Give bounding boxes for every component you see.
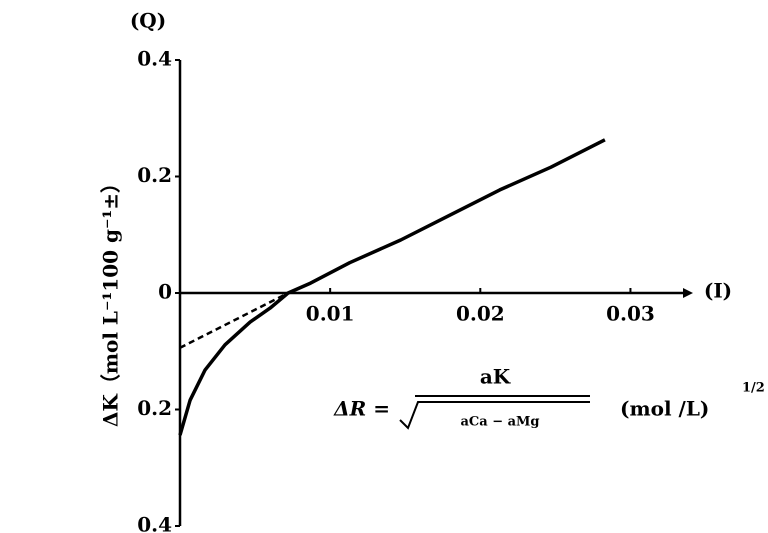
x-tick-label: 0.03 [606, 302, 655, 326]
x-tick-label: 0.01 [306, 302, 355, 326]
y-tick-label: 0.2 [137, 163, 172, 187]
formula-denominator: aCa − aMg [460, 415, 539, 430]
y-axis-label: ΔK（mol L⁻¹100 g⁻¹±） [99, 173, 123, 427]
x-axis-title: (I) [704, 279, 732, 303]
y-tick-label: 0.2 [137, 396, 172, 420]
y-tick-label: 0 [158, 280, 172, 304]
x-axis-arrow [683, 288, 693, 298]
data-line [178, 138, 606, 436]
formula-unit: (mol /L) [620, 397, 709, 421]
sqrt-sign [399, 401, 590, 430]
x-tick-label: 0.02 [456, 302, 505, 326]
formula-exponent: 1/2 [742, 381, 765, 396]
y-tick-label: 0.4 [137, 513, 172, 533]
formula-numerator: aK [480, 365, 511, 389]
data-line [179, 291, 289, 349]
formula-lhs: ΔR = [333, 397, 390, 421]
y-tick-label: 0.4 [137, 47, 172, 71]
y-axis-title: (Q) [130, 9, 166, 33]
